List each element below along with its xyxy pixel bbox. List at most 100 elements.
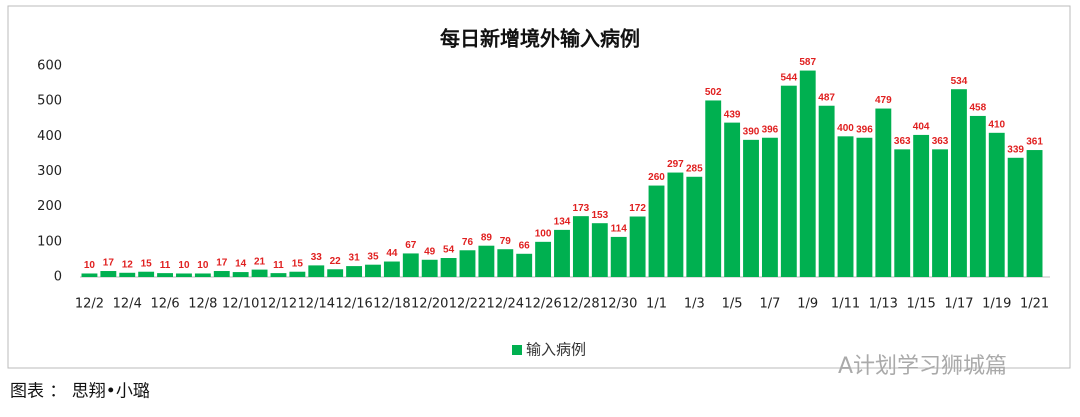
value-label: 11 [160,260,171,271]
value-label: 404 [913,122,930,133]
legend-label: 输入病例 [526,341,586,359]
value-label: 49 [424,246,436,257]
bar [1026,150,1043,277]
bar [705,100,722,277]
bar [270,273,287,277]
bar [913,134,930,277]
bar [421,259,438,277]
value-label: 479 [875,95,892,106]
value-label: 458 [969,103,986,114]
x-tick-label: 12/20 [411,297,448,312]
x-tick-label: 1/7 [759,297,780,312]
chart-frame [7,5,1071,369]
bar [969,115,986,277]
value-label: 66 [519,240,531,251]
bar [383,261,400,277]
bar [535,241,552,277]
value-label: 172 [629,203,646,214]
bar [289,271,306,277]
value-label: 363 [932,136,949,147]
x-tick-label: 12/6 [150,297,179,312]
bar [686,176,703,277]
value-label: 89 [481,232,493,243]
bar [232,272,249,277]
x-tick-label: 1/21 [1020,297,1049,312]
value-label: 487 [818,92,835,103]
x-tick-label: 12/2 [75,297,104,312]
value-label: 410 [988,119,1005,130]
value-label: 31 [349,253,361,264]
value-label: 153 [591,210,608,221]
value-label: 10 [84,260,96,271]
x-tick-label: 12/4 [113,297,142,312]
bar [554,229,570,277]
bar [1007,157,1024,277]
x-tick-label: 1/3 [684,297,705,312]
value-label: 400 [837,123,854,134]
value-label: 14 [235,259,247,270]
bar [610,236,627,277]
bar [932,149,948,277]
y-tick-label: 500 [37,94,62,109]
x-tick-label: 12/16 [335,297,372,312]
value-label: 79 [500,236,512,247]
x-tick-label: 12/18 [373,297,410,312]
bar [799,70,816,278]
bar [176,273,192,277]
value-label: 15 [141,258,153,269]
value-label: 67 [405,240,417,251]
x-tick-label: 1/13 [869,297,898,312]
value-label: 11 [273,260,284,271]
x-tick-label: 12/12 [260,297,297,312]
x-tick-label: 12/28 [562,297,599,312]
x-tick-label: 1/5 [722,297,743,312]
bar [837,136,854,277]
x-tick-label: 1/17 [944,297,973,312]
value-label: 54 [443,245,455,256]
value-label: 390 [743,126,760,137]
bar [440,258,457,277]
y-tick-label: 200 [37,199,62,214]
value-label: 285 [686,163,703,174]
bar [365,264,381,277]
bar [81,273,98,277]
value-label: 100 [535,228,552,239]
value-label: 587 [799,57,816,68]
bar [497,249,514,277]
value-label: 15 [292,258,304,269]
bar [459,250,476,277]
bar [308,265,325,277]
value-label: 33 [311,252,323,263]
bar [346,266,363,277]
bar [138,271,155,277]
x-tick-label: 12/24 [487,297,524,312]
bar [591,223,608,277]
value-label: 17 [103,258,115,269]
value-label: 22 [330,256,342,267]
x-tick-label: 12/8 [188,297,217,312]
value-label: 396 [762,124,779,135]
bar [119,272,136,277]
bar [875,108,892,277]
value-label: 134 [554,217,571,228]
value-label: 10 [197,260,209,271]
watermark: A计划学习狮城篇 [838,354,1007,379]
bar [194,273,211,277]
value-label: 114 [611,224,628,235]
bar [516,253,533,277]
x-tick-label: 1/15 [907,297,936,312]
bar [251,269,268,277]
x-tick-label: 1/1 [646,297,667,312]
value-label: 35 [367,251,379,262]
value-label: 361 [1026,137,1043,148]
y-tick-label: 600 [37,59,62,74]
bar [402,253,419,277]
value-label: 339 [1007,144,1024,155]
y-tick-label: 0 [54,270,62,285]
value-label: 76 [462,237,474,248]
y-tick-label: 400 [37,129,62,144]
y-tick-label: 300 [37,164,62,179]
bar [780,85,797,278]
value-label: 502 [705,87,722,98]
bar [157,273,173,277]
